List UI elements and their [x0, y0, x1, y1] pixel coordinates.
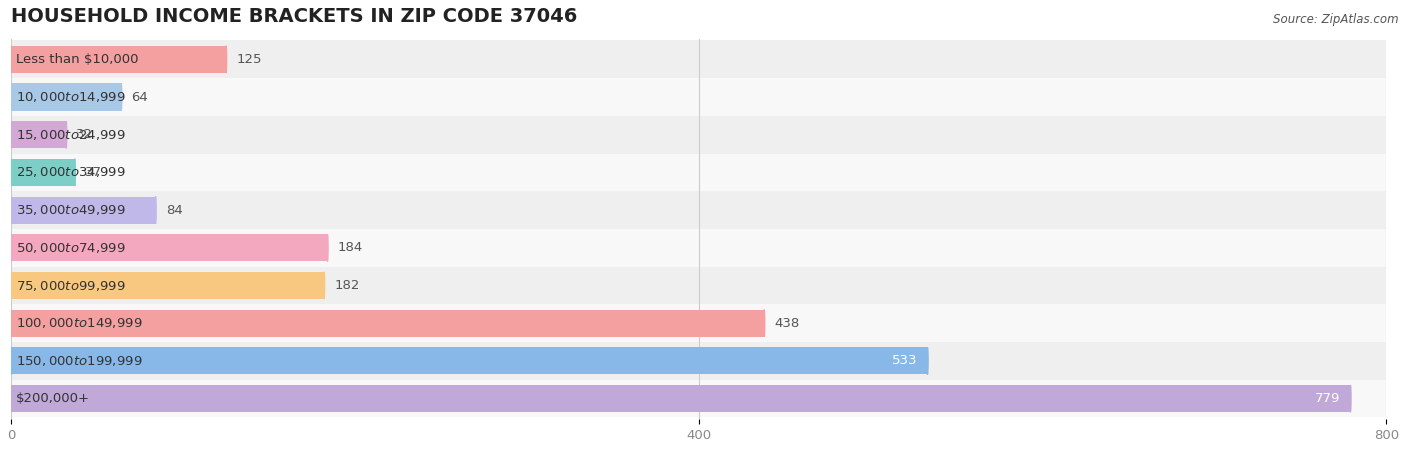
Text: $100,000 to $149,999: $100,000 to $149,999 — [17, 316, 143, 330]
Text: $50,000 to $74,999: $50,000 to $74,999 — [17, 241, 127, 255]
Bar — [11, 84, 121, 110]
Text: $10,000 to $14,999: $10,000 to $14,999 — [17, 90, 127, 104]
Bar — [11, 380, 1386, 418]
Bar — [11, 342, 1386, 380]
Text: 533: 533 — [891, 354, 917, 367]
Text: 84: 84 — [166, 204, 183, 216]
Text: 37: 37 — [84, 166, 103, 179]
Text: $25,000 to $34,999: $25,000 to $34,999 — [17, 165, 127, 180]
Text: 32: 32 — [76, 128, 93, 141]
Text: $35,000 to $49,999: $35,000 to $49,999 — [17, 203, 127, 217]
Bar — [11, 385, 1350, 412]
Text: 438: 438 — [775, 317, 800, 330]
Text: $150,000 to $199,999: $150,000 to $199,999 — [17, 354, 143, 368]
Text: 125: 125 — [236, 53, 262, 66]
Bar — [11, 121, 66, 148]
Text: 779: 779 — [1315, 392, 1340, 405]
Text: Less than $10,000: Less than $10,000 — [17, 53, 139, 66]
Bar — [11, 116, 1386, 154]
Text: $200,000+: $200,000+ — [17, 392, 90, 405]
Bar — [11, 159, 75, 186]
Bar — [11, 78, 1386, 116]
Text: 182: 182 — [335, 279, 360, 292]
Text: 64: 64 — [132, 91, 148, 104]
Bar — [11, 40, 1386, 78]
Bar — [11, 191, 1386, 229]
Bar — [11, 304, 1386, 342]
Bar — [11, 197, 156, 224]
Bar — [11, 229, 1386, 267]
Text: $75,000 to $99,999: $75,000 to $99,999 — [17, 278, 127, 292]
Bar — [11, 272, 323, 299]
Bar — [11, 348, 928, 374]
Text: Source: ZipAtlas.com: Source: ZipAtlas.com — [1274, 13, 1399, 26]
Text: 184: 184 — [337, 241, 363, 254]
Bar — [11, 310, 763, 337]
Bar — [11, 46, 226, 73]
Text: $15,000 to $24,999: $15,000 to $24,999 — [17, 128, 127, 142]
Bar — [11, 154, 1386, 191]
Bar — [11, 234, 328, 261]
Bar — [11, 267, 1386, 304]
Text: HOUSEHOLD INCOME BRACKETS IN ZIP CODE 37046: HOUSEHOLD INCOME BRACKETS IN ZIP CODE 37… — [11, 7, 578, 26]
